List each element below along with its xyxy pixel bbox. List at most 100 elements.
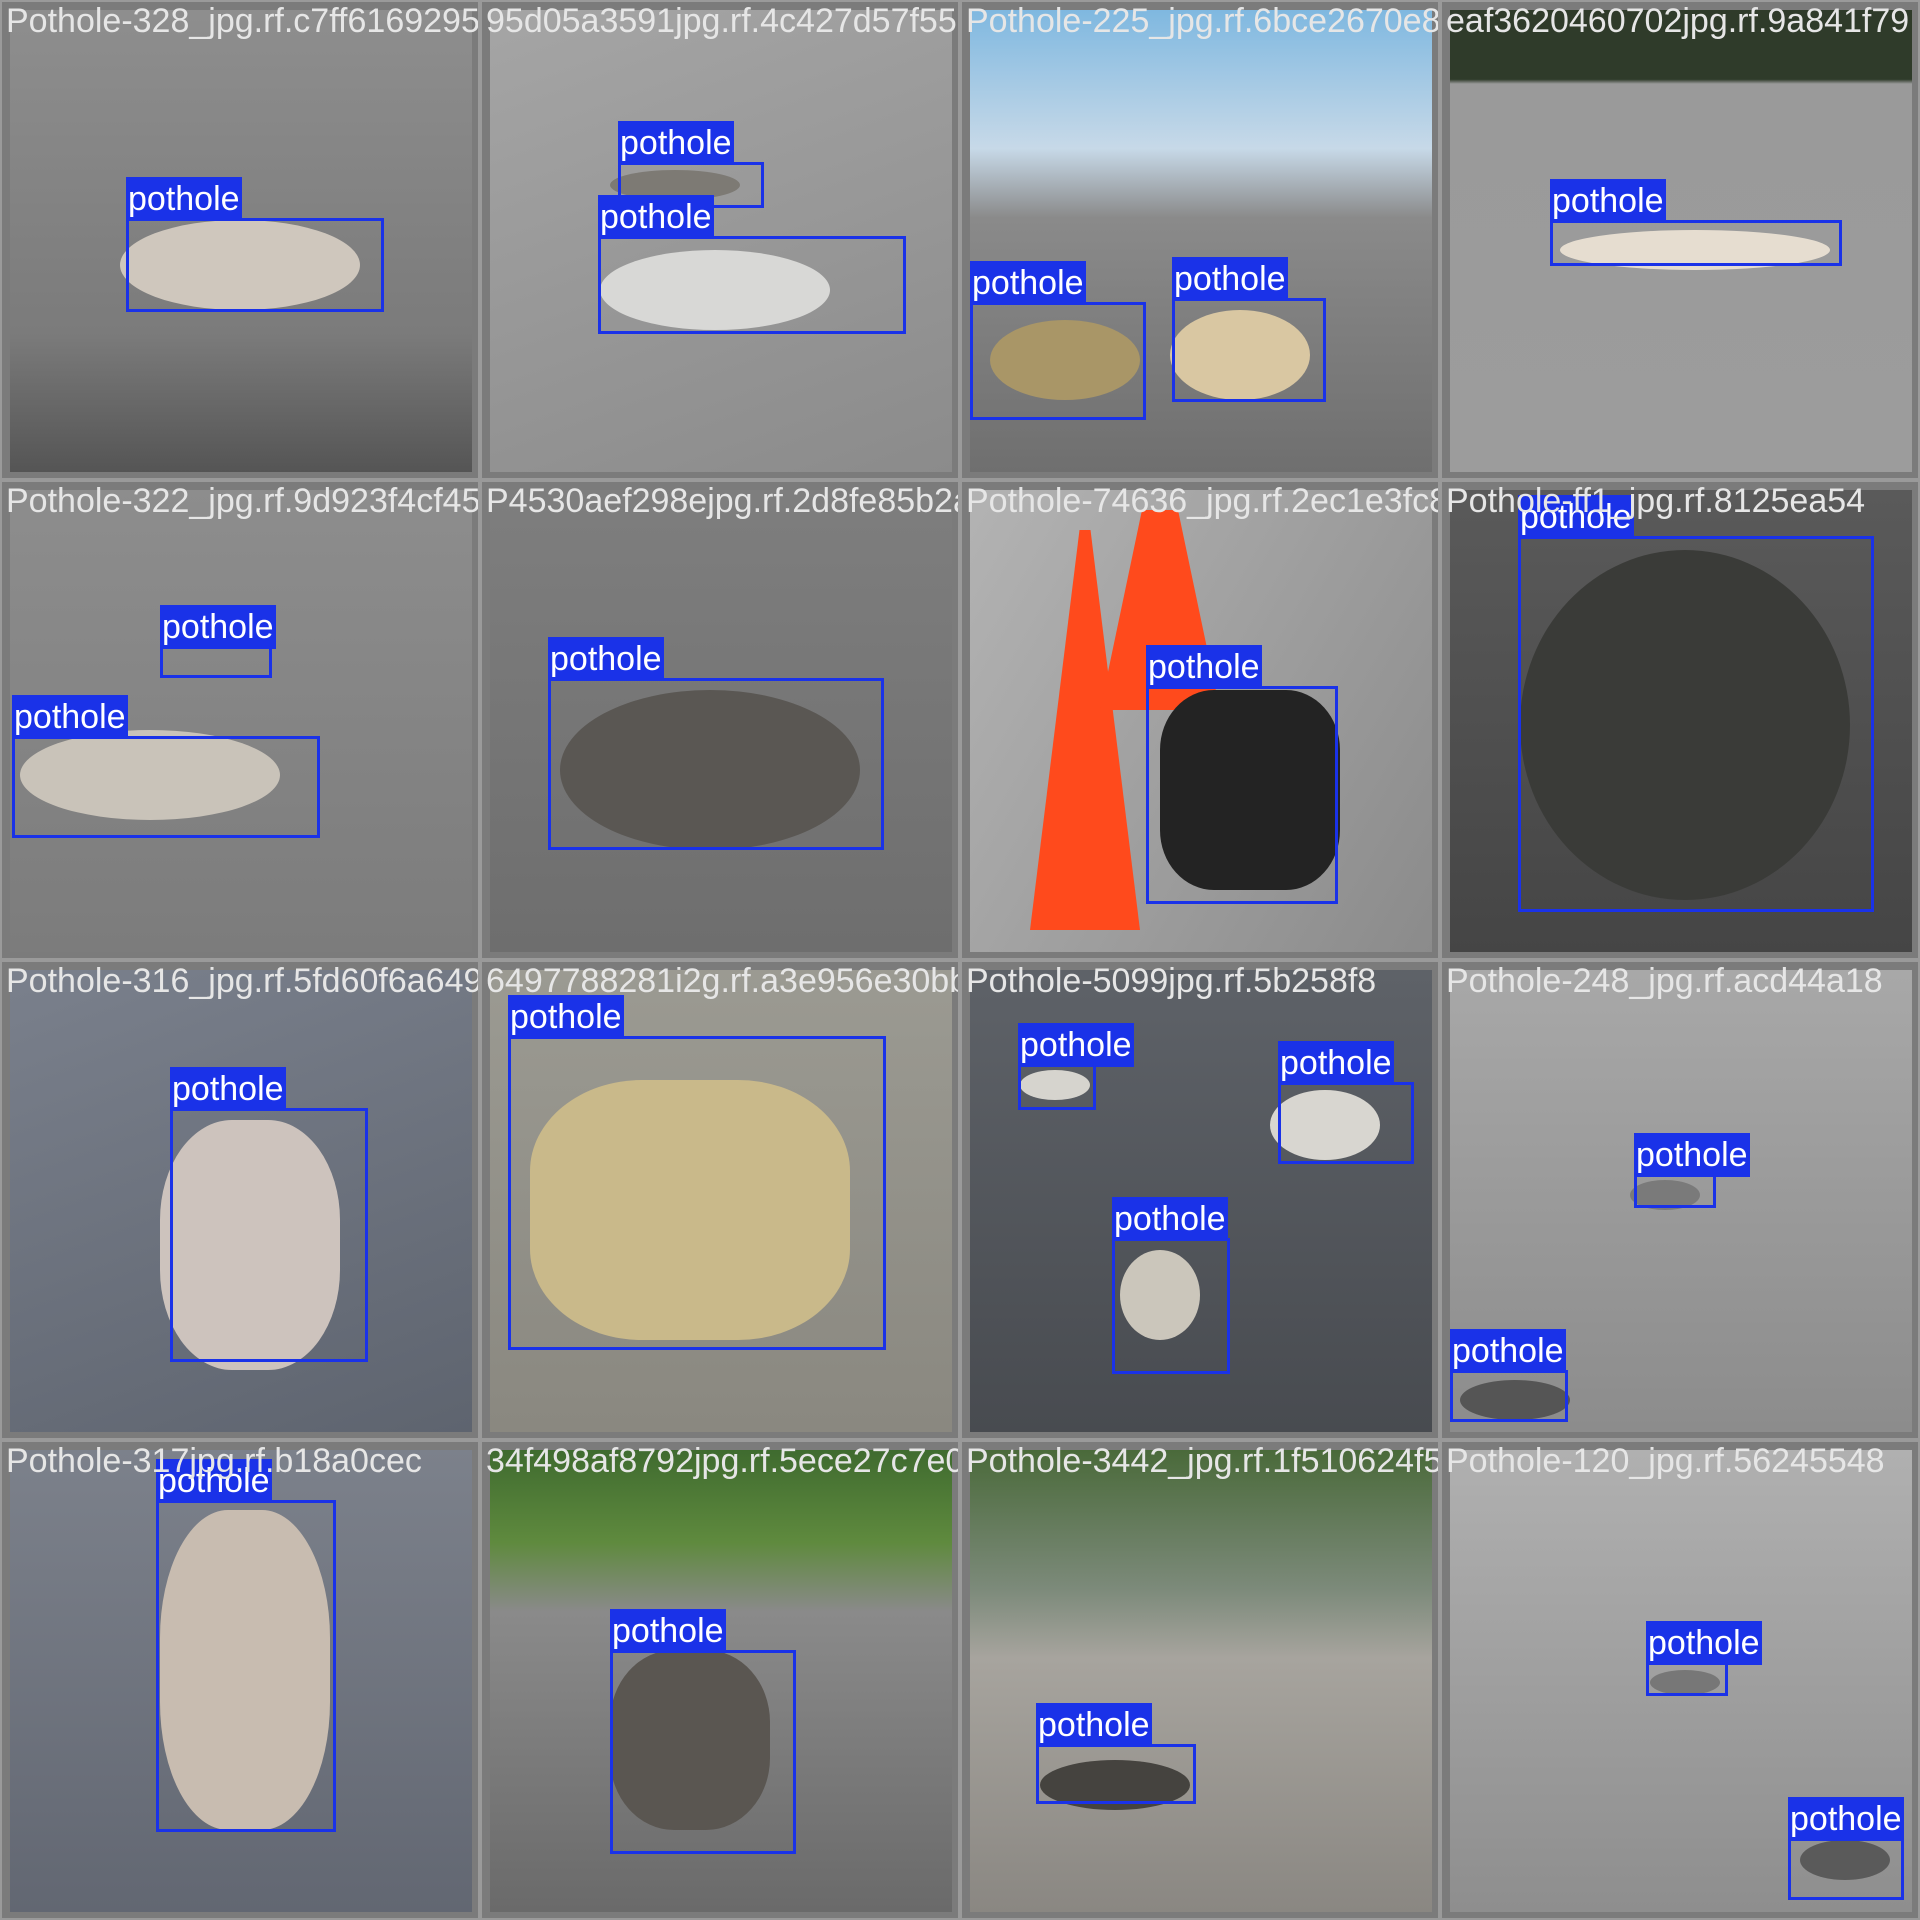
pothole-bbox: pothole bbox=[1518, 495, 1874, 912]
tile-title: Pothole-74636_jpg.rf.2ec1e3fc8fdf bbox=[966, 482, 1440, 520]
pothole-patch bbox=[160, 1510, 330, 1830]
bbox-label: pothole bbox=[970, 261, 1086, 305]
image-tile: Pothole-74636_jpg.rf.2ec1e3fc8fdf pothol… bbox=[960, 480, 1440, 960]
image-tile: Pothole-5099jpg.rf.5b258f8 pothole potho… bbox=[960, 960, 1440, 1440]
pothole-bbox: pothole bbox=[548, 637, 884, 850]
pothole-bbox: pothole bbox=[1450, 1329, 1568, 1422]
tile-title: Pothole-248_jpg.rf.acd44a18 bbox=[1446, 962, 1883, 1000]
tile-title: Pothole-ff1_jpg.rf.8125ea54 bbox=[1446, 482, 1866, 520]
road-photo bbox=[10, 970, 472, 1432]
bbox-label: pothole bbox=[548, 637, 664, 681]
pothole-patch bbox=[1270, 1090, 1380, 1160]
bbox-label: pothole bbox=[1550, 179, 1666, 223]
road-photo bbox=[1450, 490, 1912, 952]
pothole-patch bbox=[1650, 1670, 1720, 1695]
tile-title: eaf3620460702jpg.rf.9a841f79 bbox=[1446, 2, 1910, 40]
road-photo bbox=[10, 1450, 472, 1912]
image-tile: Pothole-328_jpg.rf.c7ff6169295605a3591jp… bbox=[0, 0, 480, 480]
image-tile: Pothole-ff1_jpg.rf.8125ea54 pothole bbox=[1440, 480, 1920, 960]
bbox-label: pothole bbox=[160, 605, 276, 649]
pothole-bbox: pothole bbox=[1278, 1041, 1414, 1164]
pothole-bbox: pothole bbox=[1788, 1797, 1904, 1900]
pothole-bbox: pothole bbox=[610, 1609, 796, 1854]
pothole-patch bbox=[1120, 1250, 1200, 1340]
pothole-bbox: pothole bbox=[1646, 1621, 1762, 1696]
bbox-label: pothole bbox=[618, 121, 734, 165]
image-tile: eaf3620460702jpg.rf.9a841f79 pothole bbox=[1440, 0, 1920, 480]
bbox-label: pothole bbox=[1518, 495, 1634, 539]
pothole-patch bbox=[20, 730, 280, 820]
tile-title: Pothole-120_jpg.rf.56245548 bbox=[1446, 1442, 1885, 1480]
pothole-bbox: pothole bbox=[1172, 257, 1326, 402]
pothole-patch bbox=[1800, 1840, 1890, 1880]
image-tile: Pothole-317jpg.rf.b18a0cec pothole bbox=[0, 1440, 480, 1920]
image-tile: 95d05a3591jpg.rf.4c427d57f55bfce2a5_jpg … bbox=[480, 0, 960, 480]
road-photo bbox=[10, 10, 472, 472]
image-tile: Pothole-225_jpg.rf.6bce2670e8f3620460702… bbox=[960, 0, 1440, 480]
pothole-bbox: pothole bbox=[1550, 179, 1842, 266]
bbox-label: pothole bbox=[508, 995, 624, 1039]
bbox-label: pothole bbox=[12, 695, 128, 739]
pothole-bbox: pothole bbox=[1036, 1703, 1196, 1804]
pothole-bbox: pothole bbox=[598, 195, 906, 334]
tile-title: 6497788281i2g.rf.a3e956e30bb5e5099jpg bbox=[486, 962, 958, 1000]
pothole-patch bbox=[1170, 310, 1310, 400]
tile-title: Pothole-225_jpg.rf.6bce2670e8f3620460702 bbox=[966, 2, 1440, 40]
pothole-bbox: pothole bbox=[170, 1067, 368, 1362]
pothole-patch bbox=[990, 320, 1140, 400]
pothole-bbox: pothole bbox=[1018, 1023, 1134, 1110]
image-tile: 6497788281i2g.rf.a3e956e30bb5e5099jpg po… bbox=[480, 960, 960, 1440]
pothole-bbox: pothole bbox=[160, 605, 276, 678]
bbox-label: pothole bbox=[610, 1609, 726, 1653]
bbox-label: pothole bbox=[1146, 645, 1262, 689]
tile-title: 34f498af8792jpg.rf.5ece27c7e0f6653442_jp… bbox=[486, 1442, 960, 1480]
tile-title: Pothole-5099jpg.rf.5b258f8 bbox=[966, 962, 1377, 1000]
pothole-bbox: pothole bbox=[156, 1459, 336, 1832]
bbox-label: pothole bbox=[1018, 1023, 1134, 1067]
pothole-bbox: pothole bbox=[12, 695, 320, 838]
road-photo bbox=[490, 490, 952, 952]
tile-title: Pothole-317jpg.rf.b18a0cec bbox=[6, 1442, 422, 1480]
road-photo bbox=[490, 970, 952, 1432]
tile-title: 95d05a3591jpg.rf.4c427d57f55bfce2a5_jpg bbox=[486, 2, 960, 40]
pothole-bbox: pothole bbox=[1146, 645, 1338, 904]
pothole-patch bbox=[1520, 550, 1850, 900]
pothole-bbox: pothole bbox=[970, 261, 1146, 420]
road-photo bbox=[970, 490, 1432, 952]
pothole-patch bbox=[120, 220, 360, 310]
pothole-patch bbox=[560, 690, 860, 850]
pothole-bbox: pothole bbox=[1112, 1197, 1230, 1374]
bbox-label: pothole bbox=[1450, 1329, 1566, 1373]
bbox-label: pothole bbox=[1788, 1797, 1904, 1841]
image-tile: Pothole-316_jpg.rf.5fd60f6a6497788281i2g… bbox=[0, 960, 480, 1440]
tile-title: Pothole-328_jpg.rf.c7ff6169295605a3591jp… bbox=[6, 2, 480, 40]
bbox-label: pothole bbox=[1634, 1133, 1750, 1177]
pothole-bbox: pothole bbox=[126, 177, 384, 312]
bbox-label: pothole bbox=[156, 1459, 272, 1503]
image-tile: Pothole-120_jpg.rf.56245548 pothole poth… bbox=[1440, 1440, 1920, 1920]
traffic-cone bbox=[1030, 530, 1140, 930]
bbox-label: pothole bbox=[598, 195, 714, 239]
image-tile: Pothole-322_jpg.rf.9d923f4cf4530aef298ej… bbox=[0, 480, 480, 960]
tile-title: Pothole-316_jpg.rf.5fd60f6a6497788281i2g bbox=[6, 962, 480, 1000]
pothole-patch bbox=[1460, 1380, 1570, 1420]
bbox-label: pothole bbox=[1172, 257, 1288, 301]
pothole-patch bbox=[160, 1120, 340, 1370]
pothole-patch bbox=[1020, 1070, 1090, 1100]
tile-title: P4530aef298ejpg.rf.2d8fe85b2acab7463620 bbox=[486, 482, 960, 520]
pothole-bbox: pothole bbox=[618, 121, 764, 208]
road-photo bbox=[970, 10, 1432, 472]
road-photo bbox=[490, 1450, 952, 1912]
pothole-bbox: pothole bbox=[1634, 1133, 1750, 1208]
bbox-label: pothole bbox=[1646, 1621, 1762, 1665]
bbox-label: pothole bbox=[1112, 1197, 1228, 1241]
tile-title: Pothole-3442_jpg.rf.1f510624f54837842076… bbox=[966, 1442, 1440, 1480]
image-tile: Pothole-3442_jpg.rf.1f510624f54837842076… bbox=[960, 1440, 1440, 1920]
pothole-bbox: pothole bbox=[508, 995, 886, 1350]
bbox-label: pothole bbox=[1278, 1041, 1394, 1085]
pothole-patch bbox=[530, 1080, 850, 1340]
pothole-patch bbox=[600, 250, 830, 330]
bbox-label: pothole bbox=[1036, 1703, 1152, 1747]
image-tile: P4530aef298ejpg.rf.2d8fe85b2acab7463620 … bbox=[480, 480, 960, 960]
